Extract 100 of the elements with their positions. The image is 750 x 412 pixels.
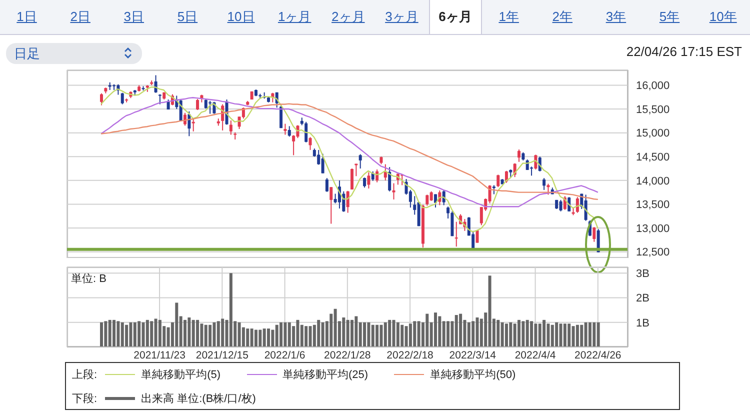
text: 1ヶ月 [276, 8, 312, 26]
candlestick [184, 112, 186, 126]
x-tick-label: 2021/12/15 [196, 349, 249, 362]
legend-label: 単純移動平均(5) [141, 368, 221, 382]
candlestick [476, 229, 479, 244]
legend-label: 単純移動平均(25) [282, 368, 368, 382]
candlestick [434, 194, 437, 208]
bar [538, 324, 542, 347]
text: 6ヶ月 [428, 0, 482, 34]
bar [488, 276, 492, 347]
x-tick-label: 2022/4/26 [574, 349, 622, 362]
bar [317, 320, 320, 347]
bar [534, 324, 538, 347]
bar [376, 324, 379, 347]
bar [196, 320, 200, 347]
bar [108, 320, 112, 347]
bar [367, 322, 370, 347]
bar [509, 322, 512, 347]
candlestick [284, 123, 287, 136]
bar [596, 322, 600, 347]
annotation: 単位: B [71, 272, 106, 286]
candlestick [546, 183, 550, 196]
text: 2ヶ月 [330, 8, 366, 26]
bar [592, 322, 596, 347]
candlestick [196, 98, 200, 110]
text: 22/04/26 17:15 EST [626, 44, 742, 59]
y-tick-label: 12,500 [636, 246, 670, 259]
bar [275, 324, 278, 347]
y-tick-label: 2B [636, 292, 650, 305]
candlestick [204, 98, 208, 110]
bar [363, 322, 366, 347]
candlestick [280, 104, 283, 129]
candlestick [358, 154, 362, 170]
bar [262, 328, 266, 347]
bar [154, 318, 158, 347]
bar [150, 321, 154, 347]
bar [280, 322, 283, 347]
legend-label: 単純移動平均(50) [430, 368, 516, 382]
bar [258, 330, 262, 347]
text: 5日 [176, 8, 199, 26]
bar [200, 324, 204, 347]
bar [426, 314, 429, 347]
bar [158, 320, 162, 347]
candlestick [492, 184, 496, 195]
bar [354, 316, 358, 347]
y-tick-label: 3B [636, 268, 650, 280]
candlestick [208, 100, 212, 114]
bar [434, 312, 437, 347]
bar [454, 315, 458, 347]
y-tick-label: 1B [636, 317, 650, 330]
candlestick [229, 120, 232, 136]
bar [459, 314, 462, 347]
candlestick [559, 199, 562, 212]
candlestick [304, 121, 308, 143]
x-tick-label: 2022/3/14 [449, 349, 496, 362]
text: 1日 [16, 8, 38, 26]
bar [304, 326, 308, 347]
y-tick-label: 14,000 [636, 175, 670, 188]
bar [380, 324, 383, 347]
bar [175, 302, 178, 347]
bar [572, 326, 575, 347]
candlestick [120, 92, 124, 105]
candlestick [158, 94, 162, 105]
bar [284, 322, 287, 347]
bar [467, 322, 470, 347]
bar [396, 322, 400, 347]
bar [400, 324, 404, 347]
bar [542, 320, 546, 347]
bar [546, 324, 550, 347]
candlestick [288, 126, 291, 138]
bar [404, 326, 408, 347]
candlestick [330, 186, 333, 224]
candlestick [430, 190, 433, 202]
candlestick [308, 136, 312, 150]
y-tick-label: 14,500 [636, 152, 670, 164]
bar [580, 324, 584, 347]
bar [221, 318, 224, 347]
candlestick [192, 118, 195, 132]
bar [192, 320, 195, 347]
bar [446, 321, 450, 347]
bar [496, 320, 500, 347]
bar [417, 321, 420, 347]
candlestick [496, 174, 500, 188]
bar [559, 324, 562, 347]
bar [308, 326, 312, 347]
bar [588, 322, 592, 347]
bar [413, 321, 416, 347]
bar [334, 308, 337, 347]
bar [371, 324, 374, 347]
x-tick-label: 2022/4/4 [514, 349, 556, 362]
bar [238, 322, 241, 347]
x-tick-label: 2022/1/6 [264, 349, 306, 362]
y-tick-label: 13,500 [636, 199, 670, 212]
text: 3年 [604, 8, 628, 26]
bar [576, 324, 579, 347]
bar [120, 322, 124, 347]
bar [204, 324, 208, 347]
bar [513, 324, 516, 347]
bar [500, 322, 504, 347]
bar [250, 328, 254, 347]
